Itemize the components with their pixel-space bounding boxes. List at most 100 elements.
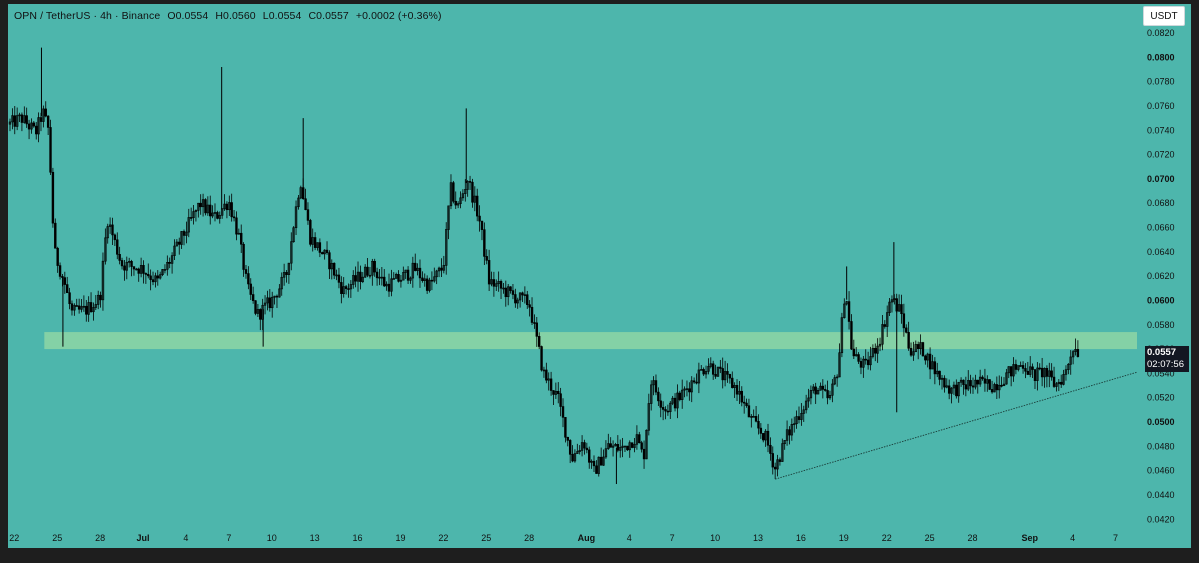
candle (561, 398, 565, 428)
x-tick-label: 19 (395, 533, 405, 543)
candle (459, 191, 462, 209)
candle (547, 372, 550, 391)
candle (54, 218, 57, 249)
candle (156, 270, 159, 286)
candle (27, 119, 31, 140)
candle (318, 238, 322, 258)
candle (1040, 357, 1044, 387)
candle (478, 205, 481, 232)
candle (347, 283, 350, 298)
candle (363, 264, 367, 278)
candle (354, 266, 357, 288)
candle (971, 377, 975, 394)
candle (897, 294, 901, 312)
candle (659, 393, 662, 418)
candle (1050, 363, 1053, 381)
candle (499, 279, 503, 300)
candle (1017, 365, 1020, 372)
candle (883, 320, 887, 329)
candle (75, 298, 78, 307)
price-scale[interactable] (1137, 4, 1191, 527)
ascending-trendline[interactable] (775, 371, 1138, 480)
candle (602, 449, 605, 466)
candle (189, 207, 193, 222)
candle (745, 398, 748, 408)
candle (816, 387, 820, 395)
candle (178, 237, 181, 255)
candle (611, 440, 615, 457)
candle (559, 387, 562, 417)
candle (754, 406, 758, 423)
candle (1031, 363, 1034, 379)
candle (340, 276, 343, 304)
candle (1007, 366, 1010, 379)
x-tick-label: 7 (226, 533, 231, 543)
candle (495, 279, 498, 291)
x-tick-label: 10 (267, 533, 277, 543)
candle (821, 379, 825, 399)
plot-area[interactable] (8, 4, 1137, 527)
candle (106, 223, 109, 244)
legend-change: +0.0002 (+0.36%) (355, 10, 442, 22)
candle (909, 342, 913, 357)
candle (900, 294, 903, 324)
x-tick-label: 10 (710, 533, 720, 543)
candle (516, 297, 519, 309)
candle (845, 300, 848, 306)
candle (723, 360, 727, 387)
candle (619, 439, 622, 458)
candle (511, 284, 515, 300)
candle (976, 379, 979, 394)
candle (955, 379, 958, 399)
candle (616, 435, 620, 453)
x-tick-label: 4 (1070, 533, 1075, 543)
candle (802, 405, 805, 422)
candle (905, 324, 908, 334)
time-scale[interactable] (8, 527, 1191, 548)
candle (147, 263, 150, 279)
candle (514, 288, 517, 308)
candle (445, 222, 448, 275)
candle (468, 175, 472, 191)
candle (421, 271, 424, 283)
candle (592, 455, 596, 473)
candle (583, 439, 586, 455)
candle (294, 200, 298, 235)
currency-button[interactable]: USDT (1143, 6, 1185, 26)
candle (409, 276, 412, 284)
legend-low: L0.0554 (262, 10, 302, 22)
candle (650, 380, 653, 411)
candle (170, 252, 174, 274)
candle (466, 180, 469, 197)
candle (101, 252, 105, 311)
x-tick-label: 7 (1113, 533, 1118, 543)
candle (89, 292, 93, 313)
candle (240, 224, 243, 254)
y-tick-label: 0.0620 (1147, 271, 1175, 281)
candle (740, 386, 743, 407)
candle (104, 228, 107, 265)
candle (13, 106, 16, 135)
candle (1055, 382, 1058, 392)
candle (628, 440, 631, 458)
candle (266, 290, 269, 311)
candle (1048, 362, 1051, 388)
candle (192, 205, 195, 225)
candle (933, 357, 937, 385)
candle (957, 381, 960, 403)
candle (638, 431, 641, 444)
candle (292, 226, 295, 243)
candle (418, 259, 422, 288)
y-tick-label: 0.0600 (1147, 295, 1175, 305)
candle (781, 438, 784, 462)
candle (843, 298, 846, 319)
candle (282, 263, 286, 286)
candle (383, 269, 386, 288)
candle (116, 232, 119, 260)
candle (700, 365, 703, 371)
candle (287, 262, 291, 284)
candle (885, 305, 889, 338)
y-tick-label: 0.0820 (1147, 28, 1175, 38)
